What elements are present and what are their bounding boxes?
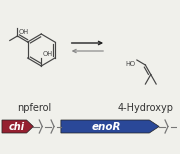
Text: HO: HO	[126, 61, 136, 67]
Text: 4-Hydroxyp: 4-Hydroxyp	[117, 103, 173, 113]
Text: npferol: npferol	[17, 103, 51, 113]
Text: OH: OH	[42, 51, 52, 57]
Text: chi: chi	[9, 122, 25, 132]
Polygon shape	[61, 120, 159, 133]
Text: OH: OH	[18, 29, 29, 35]
Polygon shape	[2, 120, 33, 133]
Text: enoR: enoR	[91, 122, 121, 132]
